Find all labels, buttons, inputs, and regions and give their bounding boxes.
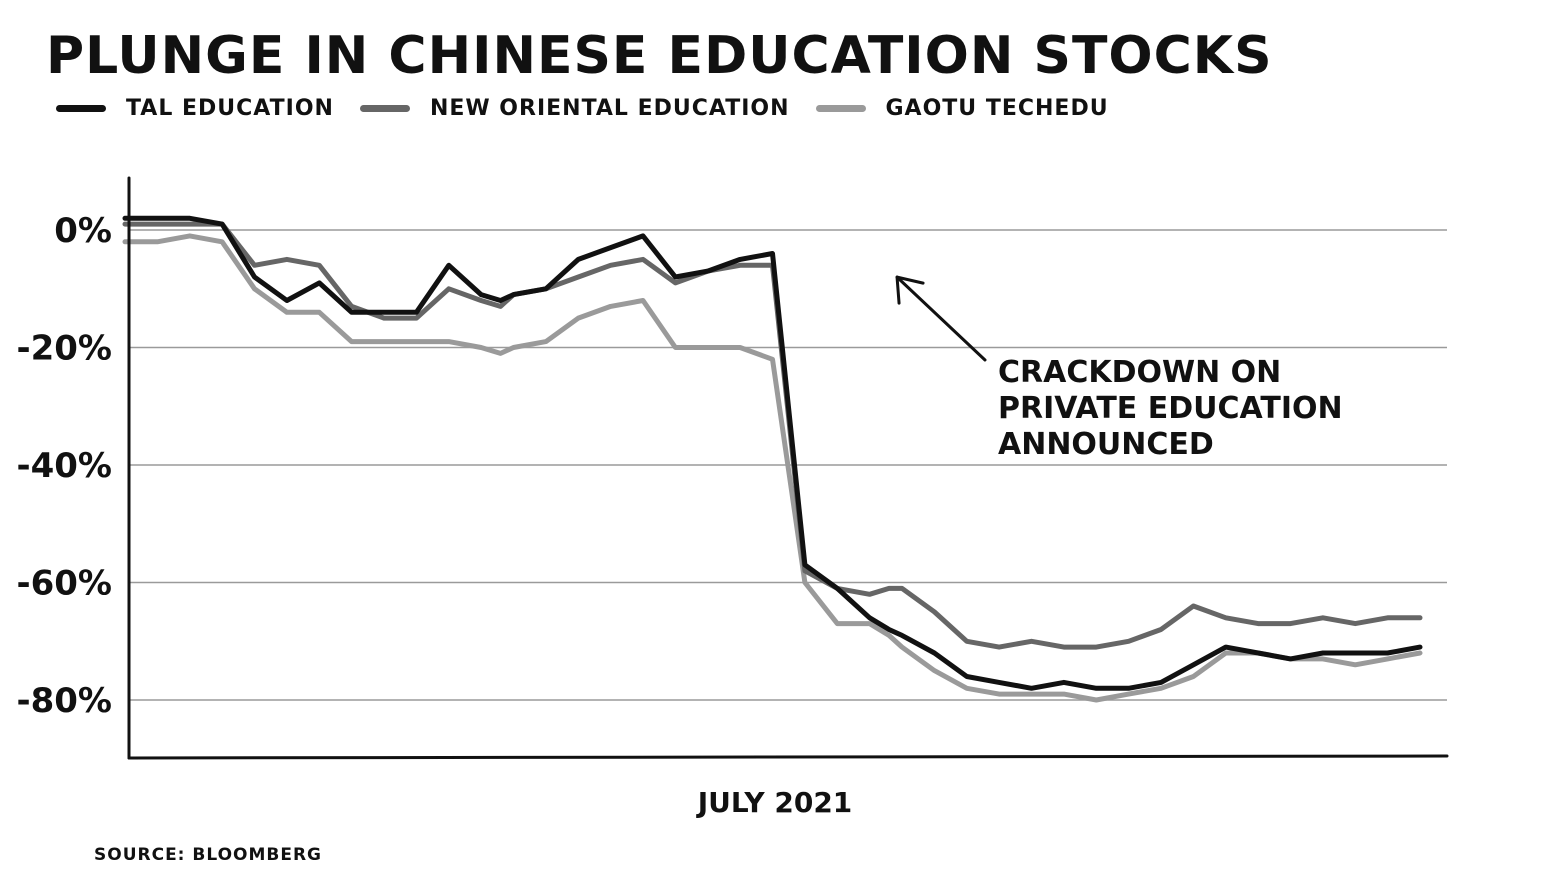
annotation-text-line: ANNOUNCED — [998, 427, 1214, 462]
source-note: SOURCE: BLOOMBERG — [94, 845, 323, 865]
annotation-arrow-head — [895, 275, 925, 305]
y-tick-label: -40% — [17, 446, 113, 486]
x-axis-label: JULY 2021 — [696, 786, 853, 819]
chart-title: PLUNGE IN CHINESE EDUCATION STOCKS — [46, 26, 1273, 86]
legend-swatch-new-oriental — [359, 105, 410, 112]
legend-swatch-gaotu — [815, 105, 866, 112]
y-tick-label: 0% — [54, 211, 112, 251]
legend-label-new-oriental: NEW ORIENTAL EDUCATION — [429, 96, 790, 121]
legend-item-gaotu: GAOTU TECHEDU — [815, 96, 1109, 121]
y-tick-label: -60% — [17, 564, 113, 604]
chart-legend: TAL EDUCATION NEW ORIENTAL EDUCATION GAO… — [56, 96, 1135, 121]
legend-item-tal: TAL EDUCATION — [56, 96, 334, 121]
annotation-arrow-line — [895, 275, 987, 362]
x-axis — [127, 754, 1449, 760]
legend-label-tal: TAL EDUCATION — [126, 96, 334, 121]
series-line-1 — [122, 221, 1423, 650]
series-lines — [122, 215, 1423, 703]
legend-item-new-oriental: NEW ORIENTAL EDUCATION — [359, 96, 790, 121]
annotation-text-line: PRIVATE EDUCATION — [998, 391, 1343, 426]
legend-label-gaotu: GAOTU TECHEDU — [885, 96, 1109, 121]
legend-swatch-tal — [56, 105, 106, 112]
series-line-2 — [122, 233, 1423, 703]
y-tick-labels: 0% -20% -40% -60% -80% — [17, 211, 113, 721]
y-tick-label: -80% — [17, 681, 113, 721]
y-tick-label: -20% — [17, 329, 113, 369]
annotation-text-line: CRACKDOWN ON — [998, 355, 1281, 390]
series-line-0 — [122, 215, 1423, 691]
